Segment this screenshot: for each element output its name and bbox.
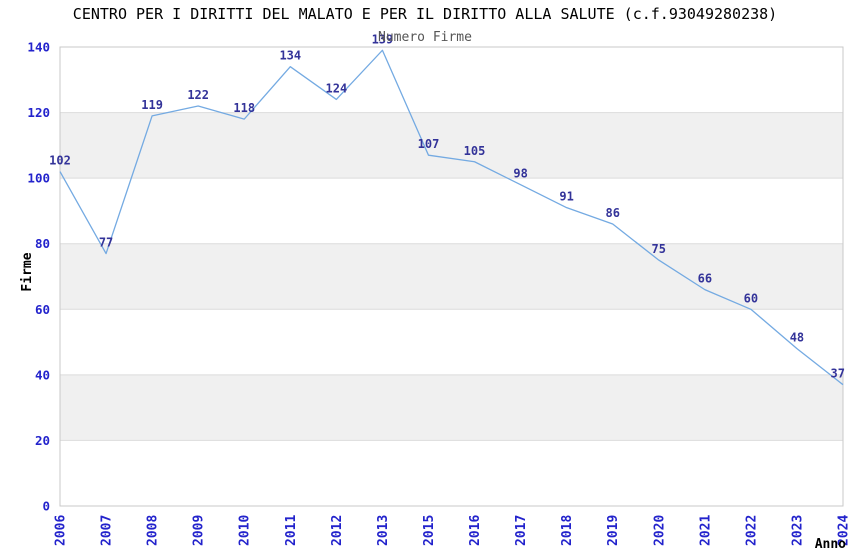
point-label: 102 — [49, 154, 71, 168]
y-tick-label: 20 — [35, 433, 50, 448]
point-label: 98 — [513, 167, 527, 181]
x-tick-label: 2006 — [54, 515, 69, 546]
x-tick-label: 2024 — [837, 515, 850, 546]
x-tick-label: 2022 — [744, 515, 759, 546]
point-label: 91 — [559, 190, 573, 204]
point-label: 105 — [464, 144, 486, 158]
y-axis-title: Firme — [20, 252, 35, 291]
y-tick-label: 40 — [35, 367, 50, 382]
point-label: 77 — [99, 236, 113, 250]
x-axis-title: Anno — [815, 537, 846, 550]
x-tick-label: 2018 — [560, 515, 575, 546]
data-line — [59, 49, 844, 386]
y-tick-label: 0 — [42, 499, 50, 514]
x-tick-label: 2015 — [422, 515, 437, 546]
point-label: 119 — [141, 98, 163, 112]
x-tick-label: 2009 — [192, 515, 207, 546]
point-label: 66 — [698, 272, 712, 286]
x-tick-label: 2020 — [652, 515, 667, 546]
x-tick-label: 2007 — [100, 515, 115, 546]
x-tick-label: 2019 — [606, 515, 621, 546]
x-tick-label: 2017 — [514, 515, 529, 546]
point-label: 134 — [279, 49, 301, 63]
point-label: 124 — [326, 81, 348, 95]
point-label: 122 — [187, 88, 209, 102]
plot-band — [60, 374, 843, 441]
point-label: 60 — [744, 291, 758, 305]
plot-band — [60, 112, 843, 179]
chart-subtitle: Numero Firme — [378, 30, 472, 45]
plot-border — [59, 46, 844, 507]
y-tick-label: 80 — [35, 236, 50, 251]
y-tick-label: 60 — [35, 302, 50, 317]
point-label: 107 — [418, 137, 440, 151]
x-tick-label: 2010 — [238, 515, 253, 546]
x-tick-label: 2021 — [698, 515, 713, 546]
point-label: 37 — [831, 367, 845, 381]
plot-band — [60, 243, 843, 310]
point-label: 139 — [372, 32, 394, 46]
point-label: 118 — [233, 101, 255, 115]
point-label: 75 — [652, 242, 666, 256]
x-tick-label: 2023 — [790, 515, 805, 546]
x-tick-label: 2011 — [284, 515, 299, 546]
y-tick-label: 140 — [27, 40, 50, 55]
x-tick-label: 2012 — [330, 515, 345, 546]
point-label: 86 — [605, 206, 619, 220]
y-tick-label: 100 — [27, 171, 50, 186]
x-tick-label: 2008 — [146, 515, 161, 546]
x-tick-label: 2016 — [468, 515, 483, 546]
chart-plot-area: 0 20 40 60 80 100 120 140 2006 2007 2008 2009 2010 20… — [27, 32, 850, 546]
x-tick-label: 2013 — [376, 515, 391, 546]
point-label: 48 — [790, 331, 804, 345]
chart-title: CENTRO PER I DIRITTI DEL MALATO E PER IL… — [73, 5, 777, 23]
y-tick-label: 120 — [27, 105, 50, 120]
